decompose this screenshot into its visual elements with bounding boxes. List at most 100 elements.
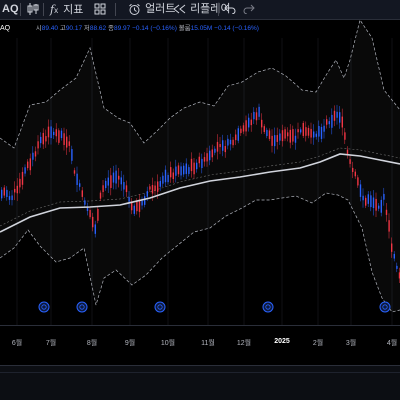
- time-axis-tick: 4월: [386, 340, 398, 347]
- candle-down: [27, 161, 29, 169]
- candle-up: [84, 200, 86, 205]
- candle-down: [354, 171, 356, 177]
- redo-icon[interactable]: [243, 0, 255, 19]
- symbol-name[interactable]: AQ: [2, 3, 19, 15]
- candle-up: [222, 140, 224, 151]
- candle-down: [206, 153, 208, 162]
- candle-up: [159, 180, 161, 187]
- time-axis-tick: 11월: [201, 340, 215, 347]
- change-value: −0.14 (−0.16%): [132, 25, 177, 32]
- candle-down: [292, 129, 294, 142]
- candle-down: [198, 156, 200, 164]
- candle-down: [47, 126, 50, 138]
- candle-down: [261, 119, 263, 128]
- candle-down: [14, 188, 16, 193]
- time-axis-tick: 6월: [11, 340, 23, 347]
- rewind-icon: [173, 4, 186, 14]
- high-label: 고: [59, 25, 66, 32]
- candle-up: [227, 138, 229, 146]
- bollinger-lower-band: [0, 192, 400, 313]
- candle-down: [45, 136, 47, 142]
- candle-up: [367, 194, 369, 204]
- candle-up: [248, 117, 250, 128]
- grid-icon[interactable]: [94, 0, 106, 19]
- candle-down: [271, 135, 273, 146]
- candle-up: [214, 148, 216, 153]
- bollinger-upper-band: [0, 20, 400, 149]
- chart-pane[interactable]: [0, 20, 400, 325]
- candle-up: [266, 129, 268, 137]
- candle-up: [328, 121, 330, 125]
- candle-down: [281, 130, 284, 142]
- candle-up: [294, 135, 297, 143]
- candle-down: [388, 220, 390, 232]
- high-value: 90.17: [65, 25, 83, 32]
- earnings-event-icon[interactable]: [379, 301, 391, 313]
- candle-down: [310, 128, 312, 138]
- time-axis[interactable]: 6월 7월 8월 9월 10월 11월 12월 2025 2월 3월 4월: [0, 325, 400, 365]
- candle-up: [229, 139, 232, 145]
- candle-up: [188, 167, 190, 174]
- earnings-event-icon[interactable]: [38, 301, 50, 313]
- candle-up: [393, 253, 395, 259]
- earnings-event-icon[interactable]: [262, 301, 274, 313]
- candle-down: [193, 162, 195, 175]
- alarm-icon: [129, 3, 140, 15]
- candle-down: [58, 130, 60, 143]
- volume-value: 15.05M: [190, 25, 213, 32]
- time-axis-tick: 2월: [312, 340, 324, 347]
- candle-up: [253, 111, 255, 120]
- candle-down: [125, 185, 128, 193]
- candle-up: [123, 182, 125, 190]
- candle-up: [146, 191, 148, 197]
- candle-up: [79, 183, 81, 187]
- candle-down: [333, 110, 336, 121]
- open-label: 시: [35, 25, 42, 32]
- candle-down: [131, 201, 133, 211]
- candle-down: [255, 112, 258, 121]
- candle-down: [287, 132, 289, 137]
- candle-down: [211, 149, 213, 158]
- replay-button[interactable]: 리플레이: [173, 0, 231, 19]
- alert-button[interactable]: 얼러트: [128, 0, 175, 19]
- candle-down: [375, 198, 377, 211]
- earnings-event-icon[interactable]: [154, 301, 166, 313]
- candle-down: [42, 132, 44, 145]
- candle-icon[interactable]: [27, 0, 39, 19]
- candle-down: [268, 130, 271, 139]
- candle-down: [81, 190, 83, 197]
- candle-down: [136, 201, 138, 212]
- toolbar-divider: [20, 3, 21, 16]
- candle-up: [133, 205, 135, 214]
- time-axis-tick: 2025: [274, 338, 290, 345]
- earnings-event-icon[interactable]: [76, 301, 88, 313]
- candle-down: [110, 175, 112, 188]
- candle-down: [19, 178, 21, 188]
- candle-up: [1, 189, 3, 199]
- panel-divider: [0, 372, 400, 373]
- candle-down: [349, 159, 351, 164]
- candle-down: [235, 134, 237, 141]
- time-axis-tick: 3월: [345, 340, 357, 347]
- candle-down: [250, 119, 252, 126]
- candle-down: [284, 129, 286, 139]
- candle-down: [245, 120, 247, 132]
- candle-up: [167, 174, 169, 183]
- candle-up: [120, 177, 122, 185]
- candle-down: [219, 144, 221, 148]
- candle-down: [224, 146, 226, 153]
- undo-icon[interactable]: [224, 0, 236, 19]
- candle-down: [3, 187, 5, 196]
- candle-down: [307, 127, 310, 136]
- candle-up: [383, 193, 385, 200]
- indicators-button[interactable]: fx 지표: [50, 3, 84, 16]
- open-value: 89.40: [41, 25, 59, 32]
- price-chart[interactable]: [0, 20, 400, 325]
- moving-average-line: [0, 153, 400, 233]
- candle-down: [97, 208, 99, 221]
- candle-down: [149, 186, 151, 190]
- candle-up: [76, 173, 78, 185]
- candle-down: [34, 151, 37, 157]
- candle-up: [50, 126, 52, 139]
- candle-up: [86, 207, 89, 211]
